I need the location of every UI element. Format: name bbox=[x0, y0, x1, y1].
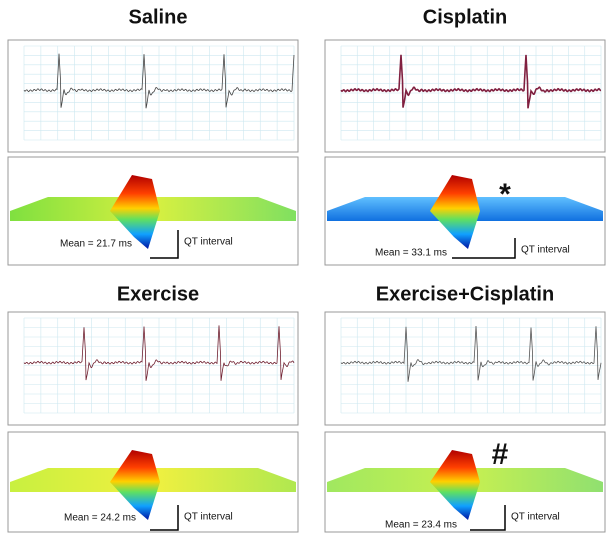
panel-title: Cisplatin bbox=[423, 6, 507, 28]
ecg-panel bbox=[8, 40, 298, 152]
qt-label: QT interval bbox=[184, 237, 233, 248]
panel-title: Exercise bbox=[117, 283, 199, 305]
panel-title: Exercise+Cisplatin bbox=[376, 283, 554, 305]
qt-label: QT interval bbox=[184, 512, 233, 523]
panel-title: Saline bbox=[129, 6, 188, 28]
mean-label: Mean = 24.2 ms bbox=[64, 513, 136, 524]
qt-label: QT interval bbox=[521, 245, 570, 256]
ecg-panel bbox=[325, 40, 605, 152]
ecg-panel bbox=[325, 312, 605, 425]
mean-label: Mean = 21.7 ms bbox=[60, 239, 132, 250]
significance-marker: # bbox=[492, 438, 509, 471]
ecg-panel bbox=[8, 312, 298, 425]
figure: Saline Mean = 21.7 ms QT interval Cisplatin… bbox=[0, 0, 606, 535]
mean-label: Mean = 33.1 ms bbox=[375, 248, 447, 259]
significance-marker: * bbox=[499, 178, 511, 211]
qt-label: QT interval bbox=[511, 512, 560, 523]
mean-label: Mean = 23.4 ms bbox=[385, 520, 457, 531]
